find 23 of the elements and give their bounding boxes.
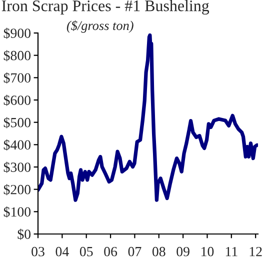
x-tick-label: 05	[80, 246, 93, 256]
y-tick-label: $600	[4, 94, 31, 106]
x-tick-label: 09	[176, 246, 190, 256]
line-series	[38, 33, 258, 202]
x-tick-label: 07	[128, 246, 142, 256]
x-tick-label: 10	[202, 246, 214, 256]
x-tick-label: 03	[32, 246, 44, 256]
x-tick-label: 08	[152, 246, 166, 256]
y-tick-label: $100	[4, 206, 31, 218]
y-tick-label: $0	[18, 228, 31, 240]
y-tick-label: $900	[4, 28, 31, 39]
chart-subtitle: ($/gross ton)	[66, 20, 134, 33]
x-tick-label: 04	[56, 246, 69, 256]
y-tick-label: $400	[4, 139, 31, 151]
y-tick-label: $700	[4, 72, 31, 84]
x-tick-label: 11	[226, 246, 238, 256]
y-tick-label: $200	[4, 184, 31, 196]
y-tick-label: $800	[4, 50, 31, 62]
x-tick-label: 06	[104, 246, 118, 256]
y-tick-label: $500	[4, 117, 31, 128]
y-tick-label: $300	[4, 162, 31, 173]
x-tick-label: 12	[250, 246, 262, 256]
chart-title: Iron Scrap Prices - #1 Busheling	[2, 0, 210, 15]
